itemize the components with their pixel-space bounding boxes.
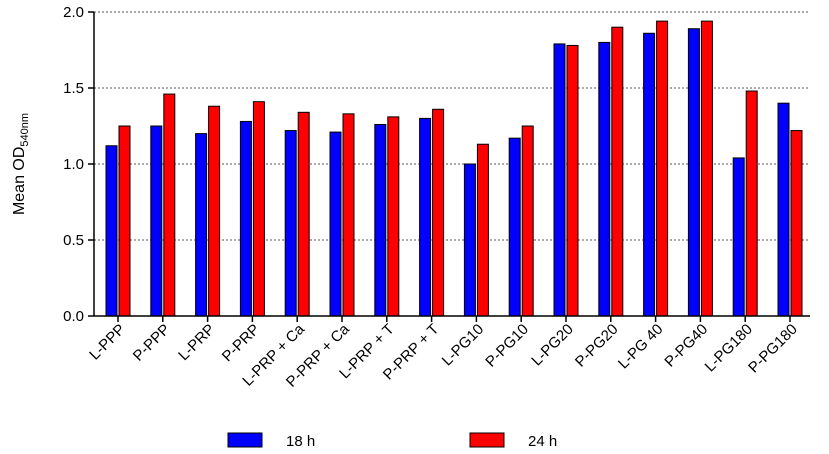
- legend-label: 18 h: [286, 433, 315, 450]
- x-category-label: L-PRP: [175, 321, 218, 364]
- bar-24h: [342, 113, 355, 317]
- bar-18h: [508, 137, 521, 317]
- x-category-label: P-PG180: [745, 321, 801, 377]
- bar-24h: [521, 125, 534, 317]
- y-axis-title: Mean OD540nm: [11, 113, 31, 215]
- bar-18h: [239, 120, 252, 317]
- y-tick-label: 0.5: [63, 232, 84, 249]
- bar-18h: [419, 117, 432, 317]
- bar-18h: [150, 125, 163, 317]
- bar-24h: [387, 116, 400, 317]
- bar-18h: [643, 32, 656, 317]
- y-tick-label: 1.5: [63, 80, 84, 97]
- bars: [105, 20, 803, 317]
- y-tick-labels: 0.0 0.5 1.0 1.5 2.0: [63, 4, 94, 325]
- bar-24h: [476, 143, 489, 317]
- bar-18h: [374, 123, 387, 317]
- bar-24h: [611, 26, 624, 317]
- y-tick-label: 1.0: [63, 156, 84, 173]
- legend-swatch: [469, 432, 505, 448]
- bar-18h: [598, 41, 611, 317]
- legend: 18 h 24 h: [227, 432, 557, 450]
- bar-24h: [252, 101, 265, 317]
- bar-18h: [463, 163, 476, 317]
- bar-18h: [284, 130, 297, 317]
- x-category-label: L-PG 40: [615, 321, 667, 373]
- x-category-label: P-PRP: [219, 321, 263, 365]
- x-category-label: P-PG20: [572, 321, 622, 371]
- bar-24h: [297, 111, 310, 317]
- bar-18h: [732, 157, 745, 317]
- y-axis-title-subscript: 540nm: [19, 113, 31, 147]
- bar-24h: [208, 105, 221, 317]
- bar-18h: [687, 28, 700, 317]
- x-category-label: P-PG10: [482, 321, 532, 371]
- x-category-label: L-PG10: [439, 321, 488, 370]
- legend-label: 24 h: [528, 433, 557, 450]
- y-tick-label: 0.0: [63, 308, 84, 325]
- bar-24h: [745, 90, 758, 317]
- bar-18h: [777, 102, 790, 317]
- bar-24h: [163, 93, 176, 317]
- x-category-label: P-PPP: [130, 321, 174, 365]
- bar-24h: [700, 20, 713, 317]
- bar-24h: [790, 130, 803, 317]
- y-tick-label: 2.0: [63, 4, 84, 21]
- y-axis-title-main: Mean OD: [11, 147, 28, 215]
- x-category-label: L-PG20: [528, 321, 577, 370]
- legend-swatch: [227, 432, 263, 448]
- bar-18h: [329, 131, 342, 317]
- bar-18h: [553, 43, 566, 317]
- bar-18h: [195, 133, 208, 317]
- bar-24h: [656, 20, 669, 317]
- bar-24h: [118, 125, 131, 317]
- bar-18h: [105, 145, 118, 317]
- bar-24h: [566, 44, 579, 317]
- x-category-label: L-PPP: [86, 321, 129, 364]
- bar-24h: [432, 108, 445, 317]
